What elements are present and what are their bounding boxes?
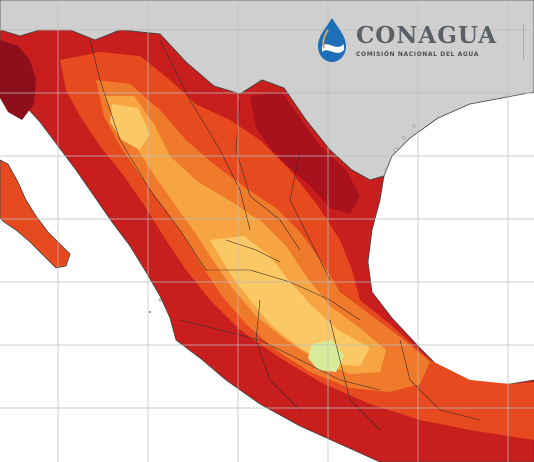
heat-zone-cool (308, 340, 344, 372)
coast-islands (148, 124, 416, 314)
heat-zone-extreme-ne (250, 92, 360, 214)
heat-zone-mild-central (210, 236, 370, 366)
heat-zone-extreme-nw (0, 40, 36, 120)
heat-zone-low (104, 96, 386, 374)
logo-divider (523, 24, 524, 60)
logo-title: CONAGUA (356, 21, 498, 49)
heat-zone-mild (110, 104, 150, 150)
baja-peninsula (0, 159, 71, 269)
state-boundaries (89, 39, 481, 431)
logo-subtitle: COMISIÓN NACIONAL DEL AGUA (356, 50, 479, 58)
conagua-logo: CONAGUA COMISIÓN NACIONAL DEL AGUA (312, 14, 534, 66)
water-drop-wave-icon (318, 18, 346, 62)
